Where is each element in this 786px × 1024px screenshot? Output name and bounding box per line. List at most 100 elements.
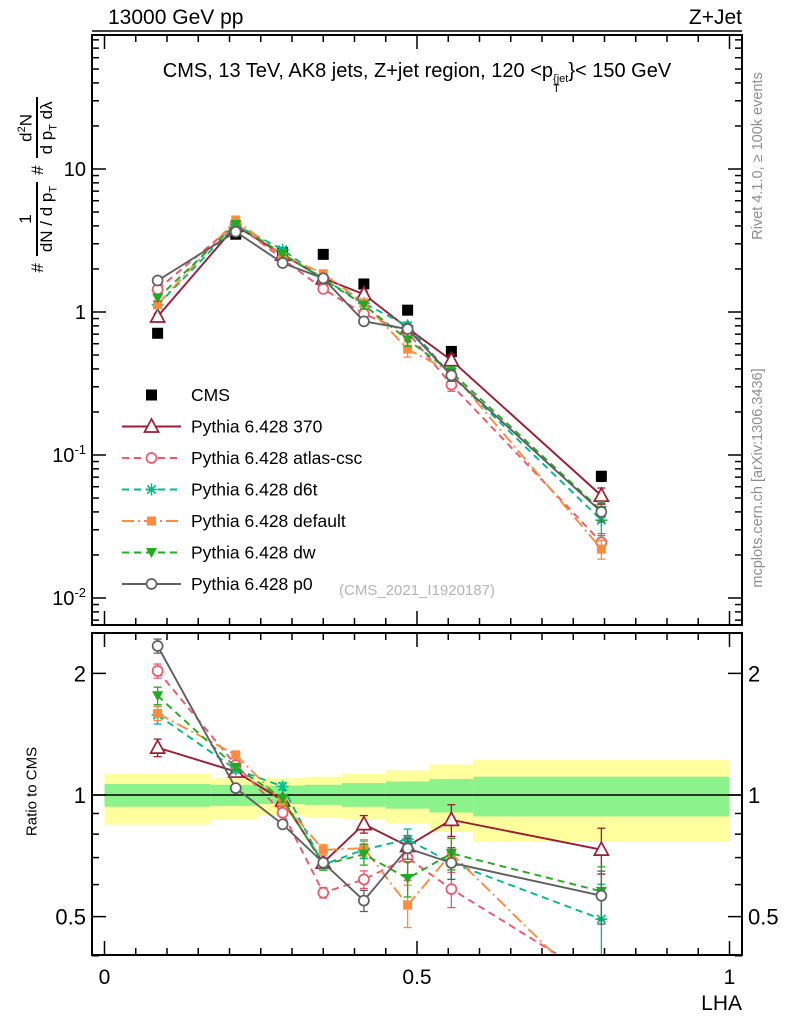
main-y-tick-label: 10-2 [52,585,86,610]
main-y-tick-label: 10 [64,159,86,181]
pt-superscript: {jet [553,72,569,85]
legend-item-pythia-dw: Pythia 6.428 dw [122,543,316,563]
marker-pythia-p0 [595,506,608,518]
marker-pythia-default [596,544,606,554]
frac1-denominator: dN / d pT [35,181,60,257]
marker-pythia-p0 [317,272,330,285]
marker-pythia-p0 [151,274,164,287]
marker-pythia-default [153,708,163,718]
marker-pythia-370 [442,810,460,827]
marker-pythia-p0 [229,782,242,794]
legend-marker-pythia-370 [143,417,160,433]
legend-marker-pythia-dw [146,548,157,558]
series-line-pythia-default [157,712,557,955]
marker-pythia-atlas-csc [445,883,458,895]
legend-item-pythia-d6t: Pythia 6.428 d6t [122,480,318,500]
marker-cms [595,470,607,482]
x-tick-label: 0 [99,966,111,989]
marker-pythia-atlas-csc [317,283,330,295]
series-line-pythia-p0 [157,230,603,513]
legend-label-pythia-default: Pythia 6.428 default [191,511,346,531]
ratio-uncertainty-bands [92,760,742,843]
marker-pythia-p0 [595,889,608,902]
marker-pythia-dw [277,249,289,260]
legend-marker-pythia-p0 [145,578,158,590]
legend: CMS Pythia 6.428 370 Pythia 6.428 atlas-cs… [122,385,362,594]
marker-pythia-370 [355,814,373,831]
marker-pythia-370 [149,307,167,323]
marker-pythia-p0 [401,842,414,855]
marker-pythia-370 [442,350,460,367]
marker-pythia-dw [277,793,289,804]
series-line-pythia-p0 [156,645,602,902]
series-line-pythia-dw [156,695,602,893]
main-y-axis-label: # 1 dN / d pT # d2N d pT dλ [6,35,70,335]
band-inner-segment [473,776,730,817]
axes-and-ticks: 0 0.5 1 10 1 10-1 10-2 2 2 1 1 0.5 0.5 [52,30,779,989]
marker-pythia-default [403,344,413,354]
legend-label-pythia-p0: Pythia 6.428 p0 [191,574,313,594]
legend-label-pythia-370: Pythia 6.428 370 [191,417,323,437]
frac2-numerator: d2N [16,113,36,142]
legend-marker-cms [146,389,157,401]
frac2-denominator: d pT dλ [36,97,60,159]
analysis-id-watermark: (CMS_2021_I1920187) [339,582,495,599]
marker-pythia-370 [149,738,167,754]
marker-pythia-dw [402,873,414,884]
legend-item-pythia-atlas-csc: Pythia 6.428 atlas-csc [122,448,362,468]
marker-cms [152,327,164,339]
hash-symbol: # [28,263,47,273]
panel-title: CMS, 13 TeV, AK8 jets, Z+jet region, 120… [92,60,742,95]
marker-pythia-atlas-csc [151,665,164,677]
marker-pythia-p0 [151,640,164,652]
marker-pythia-atlas-csc [317,886,330,899]
legend-marker-pythia-d6t [146,484,157,495]
marker-pythia-dw [230,762,242,773]
marker-pythia-default [318,845,328,855]
marker-pythia-p0 [229,225,242,238]
legend-marker-pythia-atlas-csc [145,452,158,464]
marker-pythia-dw [358,300,370,311]
marker-cms [317,248,329,260]
main-panel-frame [91,34,743,626]
main-panel-series [149,215,610,560]
marker-pythia-dw [230,219,242,230]
marker-pythia-default [403,900,413,910]
legend-label-pythia-dw: Pythia 6.428 dw [191,543,316,563]
series-line-pythia-d6t [157,714,602,920]
marker-pythia-dw [152,293,164,304]
series-line-pythia-atlas-csc [156,670,560,955]
ratio-y-axis-label: Ratio to CMS [23,746,41,837]
marker-pythia-p0 [276,818,289,831]
marker-cms [358,278,370,290]
legend-marker-pythia-default [147,516,156,526]
marker-pythia-p0 [317,856,330,869]
ratio-y-tick-label-left: 2 [74,661,86,686]
x-axis-label: LHA [701,992,742,1015]
fraction-d2n-dptdlambda: d2N d pT dλ [16,97,60,159]
marker-pythia-p0 [276,257,289,269]
legend-item-pythia-370: Pythia 6.428 370 [122,417,323,437]
series-line-pythia-default [156,218,603,550]
legend-item-pythia-p0: Pythia 6.428 p0 [122,574,313,594]
marker-pythia-dw [152,691,164,702]
marker-pythia-atlas-csc [276,806,289,819]
marker-pythia-p0 [445,857,458,869]
marker-pythia-370 [592,840,610,856]
rivet-version-note: Rivet 4.1.0, ≥ 100k events [750,72,766,240]
x-tick-label: 1 [724,966,736,989]
marker-pythia-dw [402,335,414,346]
legend-label-pythia-d6t: Pythia 6.428 d6t [191,480,318,500]
fraction-1-over-dndpt: 1 dN / d pT [16,181,60,257]
main-y-tick-label: 1 [75,302,86,324]
main-y-tick-label: 10-1 [52,442,86,467]
marker-pythia-atlas-csc [358,873,370,886]
marker-cms [402,304,414,316]
pt-jet-supsub: {jet T [553,72,569,95]
ratio-y-tick-label-right: 1 [748,783,760,808]
ratio-y-tick-label-left: 0.5 [55,905,86,930]
legend-item-pythia-default: Pythia 6.428 default [122,511,346,531]
marker-pythia-p0 [358,315,370,328]
